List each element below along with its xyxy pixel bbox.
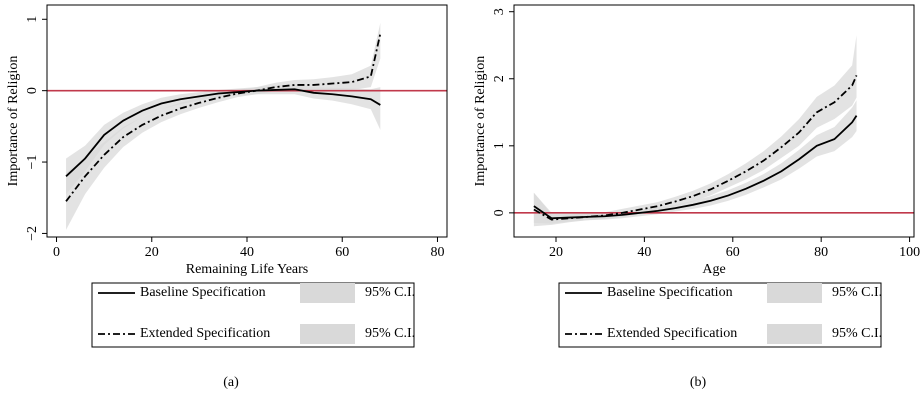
legend-swatch <box>767 283 822 303</box>
x-tick-label: 60 <box>726 245 740 260</box>
legend-label: Baseline Specification <box>140 285 266 300</box>
ci-band <box>66 22 381 230</box>
ci-band <box>533 100 857 224</box>
legend-label: 95% C.I. <box>365 326 415 341</box>
x-tick-label: 80 <box>814 245 828 260</box>
x-tick-label: 40 <box>637 245 651 260</box>
plot-frame <box>513 4 915 238</box>
ci-band <box>533 35 857 227</box>
y-tick-label: 1 <box>25 16 40 23</box>
y-tick-label: 0 <box>25 87 40 94</box>
x-tick-label: 40 <box>240 245 254 260</box>
legend-swatch <box>300 324 355 344</box>
x-tick-label: 60 <box>335 245 349 260</box>
legend-label: Baseline Specification <box>607 285 733 300</box>
y-axis-label: Importance of Religion <box>473 56 488 187</box>
series-line <box>533 115 858 220</box>
legend-label: Extended Specification <box>140 326 270 341</box>
y-tick-label: −1 <box>25 155 40 170</box>
legend-box <box>558 282 882 348</box>
plot-frame <box>46 4 448 238</box>
y-tick-label: −2 <box>25 226 40 241</box>
ci-band <box>66 84 381 195</box>
series-line <box>65 88 381 177</box>
x-tick-label: 0 <box>53 245 60 260</box>
x-tick-label: 20 <box>549 245 563 260</box>
series-line <box>533 75 858 221</box>
legend-label: Extended Specification <box>607 326 737 341</box>
legend-swatch <box>300 283 355 303</box>
legend-label: 95% C.I. <box>365 285 415 300</box>
series-line <box>65 33 382 202</box>
legend-label: 95% C.I. <box>832 285 882 300</box>
legend-box <box>91 282 415 348</box>
y-tick-label: 2 <box>492 75 507 82</box>
x-tick-label: 80 <box>430 245 444 260</box>
y-axis-label: Importance of Religion <box>6 56 21 187</box>
caption: (b) <box>690 375 707 390</box>
y-tick-label: 1 <box>492 142 507 149</box>
y-tick-label: 0 <box>492 209 507 216</box>
caption: (a) <box>223 375 239 390</box>
y-tick-label: 3 <box>492 8 507 15</box>
x-tick-label: 100 <box>899 245 920 260</box>
legend-swatch <box>767 324 822 344</box>
legend-label: 95% C.I. <box>832 326 882 341</box>
x-tick-label: 20 <box>145 245 159 260</box>
x-axis-label: Age <box>702 262 725 277</box>
x-axis-label: Remaining Life Years <box>186 262 308 277</box>
